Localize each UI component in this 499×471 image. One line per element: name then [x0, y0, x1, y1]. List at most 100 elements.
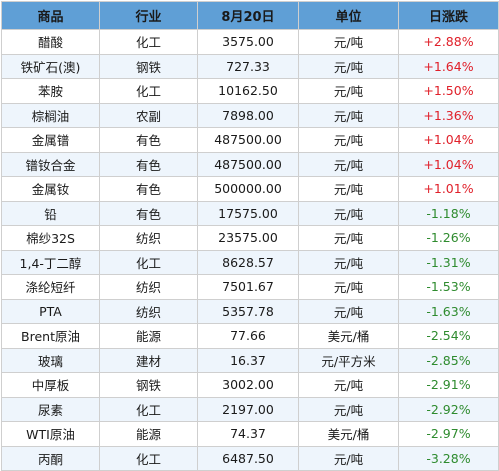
commodity-name-cell: 尿素: [1, 396, 100, 422]
daily-change-cell: +1.36%: [398, 102, 499, 128]
commodity-name-cell: 1,4-丁二醇: [1, 249, 100, 275]
header-commodity: 商品: [1, 1, 100, 30]
table-body: 醋酸 化工 3575.00 元/吨 +2.88% 铁矿石(澳) 钢铁 727.33 元/吨 +1.…: [1, 29, 499, 471]
daily-change-cell: +1.01%: [398, 176, 499, 202]
commodity-name-cell: 铁矿石(澳): [1, 53, 100, 79]
header-unit: 单位: [298, 1, 399, 30]
table-row: 镨钕合金 有色 487500.00 元/吨 +1.04%: [1, 151, 499, 177]
unit-cell: 元/吨: [298, 102, 399, 128]
commodity-name-cell: 铅: [1, 200, 100, 226]
table-row: 棕榈油 农副 7898.00 元/吨 +1.36%: [1, 102, 499, 128]
sector-cell: 有色: [99, 127, 198, 153]
unit-cell: 元/吨: [298, 396, 399, 422]
price-cell: 2197.00: [197, 396, 299, 422]
daily-change-cell: -2.97%: [398, 421, 499, 447]
commodity-name-cell: 棕榈油: [1, 102, 100, 128]
table-row: Brent原油 能源 77.66 美元/桶 -2.54%: [1, 323, 499, 349]
daily-change-cell: -2.91%: [398, 372, 499, 398]
table-row: 1,4-丁二醇 化工 8628.57 元/吨 -1.31%: [1, 249, 499, 275]
table-row: 涤纶短纤 纺织 7501.67 元/吨 -1.53%: [1, 274, 499, 300]
sector-cell: 纺织: [99, 298, 198, 324]
unit-cell: 元/吨: [298, 249, 399, 275]
daily-change-cell: +1.04%: [398, 127, 499, 153]
sector-cell: 建材: [99, 347, 198, 373]
sector-cell: 能源: [99, 323, 198, 349]
commodity-name-cell: Brent原油: [1, 323, 100, 349]
sector-cell: 钢铁: [99, 372, 198, 398]
unit-cell: 元/吨: [298, 151, 399, 177]
sector-cell: 纺织: [99, 225, 198, 251]
unit-cell: 元/吨: [298, 372, 399, 398]
unit-cell: 元/吨: [298, 127, 399, 153]
price-cell: 7501.67: [197, 274, 299, 300]
table-row: 玻璃 建材 16.37 元/平方米 -2.85%: [1, 347, 499, 373]
daily-change-cell: -1.31%: [398, 249, 499, 275]
price-cell: 487500.00: [197, 127, 299, 153]
header-daily-change: 日涨跌: [398, 1, 499, 30]
table-row: 金属镨 有色 487500.00 元/吨 +1.04%: [1, 127, 499, 153]
table-header: 商品 行业 8月20日 单位 日涨跌: [1, 1, 499, 30]
price-cell: 7898.00: [197, 102, 299, 128]
unit-cell: 元/吨: [298, 29, 399, 55]
sector-cell: 纺织: [99, 274, 198, 300]
daily-change-cell: -2.85%: [398, 347, 499, 373]
daily-change-cell: -2.54%: [398, 323, 499, 349]
unit-cell: 美元/桶: [298, 421, 399, 447]
table-row: 尿素 化工 2197.00 元/吨 -2.92%: [1, 396, 499, 422]
price-cell: 6487.50: [197, 445, 299, 471]
unit-cell: 元/吨: [298, 298, 399, 324]
daily-change-cell: +1.64%: [398, 53, 499, 79]
price-cell: 3575.00: [197, 29, 299, 55]
table-row: PTA 纺织 5357.78 元/吨 -1.63%: [1, 298, 499, 324]
daily-change-cell: -1.26%: [398, 225, 499, 251]
table-row: 铅有色 17575.00 元/吨 -1.18%: [1, 200, 499, 226]
header-sector: 行业: [99, 1, 198, 30]
commodity-name-cell: 金属钕: [1, 176, 100, 202]
price-cell: 23575.00: [197, 225, 299, 251]
daily-change-cell: +2.88%: [398, 29, 499, 55]
commodity-name-cell: 丙酮: [1, 445, 100, 471]
commodity-name-cell: 醋酸: [1, 29, 100, 55]
commodity-name-cell: 镨钕合金: [1, 151, 100, 177]
price-cell: 500000.00: [197, 176, 299, 202]
daily-change-cell: -1.18%: [398, 200, 499, 226]
price-cell: 5357.78: [197, 298, 299, 324]
commodity-name-cell: 棉纱32S: [1, 225, 100, 251]
table-row: 苯胺 化工 10162.50 元/吨 +1.50%: [1, 78, 499, 104]
header-date-price: 8月20日: [197, 1, 299, 30]
price-cell: 16.37: [197, 347, 299, 373]
sector-cell: 化工: [99, 445, 198, 471]
price-cell: 3002.00: [197, 372, 299, 398]
sector-cell: 化工: [99, 78, 198, 104]
commodity-name-cell: 玻璃: [1, 347, 100, 373]
table-row: 铁矿石(澳) 钢铁 727.33 元/吨 +1.64%: [1, 53, 499, 79]
commodity-name-cell: WTI原油: [1, 421, 100, 447]
daily-change-cell: -2.92%: [398, 396, 499, 422]
daily-change-cell: -1.53%: [398, 274, 499, 300]
unit-cell: 元/吨: [298, 445, 399, 471]
price-cell: 10162.50: [197, 78, 299, 104]
sector-cell: 化工: [99, 396, 198, 422]
price-cell: 727.33: [197, 53, 299, 79]
sector-cell: 有色: [99, 176, 198, 202]
price-cell: 17575.00: [197, 200, 299, 226]
daily-change-cell: -1.63%: [398, 298, 499, 324]
daily-change-cell: -3.28%: [398, 445, 499, 471]
commodity-name-cell: 涤纶短纤: [1, 274, 100, 300]
table-row: 金属钕 有色 500000.00 元/吨 +1.01%: [1, 176, 499, 202]
price-cell: 77.66: [197, 323, 299, 349]
sector-cell: 钢铁: [99, 53, 198, 79]
price-cell: 74.37: [197, 421, 299, 447]
unit-cell: 元/吨: [298, 176, 399, 202]
sector-cell: 能源: [99, 421, 198, 447]
unit-cell: 元/吨: [298, 274, 399, 300]
daily-change-cell: +1.04%: [398, 151, 499, 177]
sector-cell: 农副: [99, 102, 198, 128]
commodity-name-cell: PTA: [1, 298, 100, 324]
unit-cell: 元/吨: [298, 225, 399, 251]
daily-change-cell: +1.50%: [398, 78, 499, 104]
unit-cell: 元/吨: [298, 53, 399, 79]
unit-cell: 元/吨: [298, 78, 399, 104]
table-row: WTI原油 能源 74.37 美元/桶 -2.97%: [1, 421, 499, 447]
